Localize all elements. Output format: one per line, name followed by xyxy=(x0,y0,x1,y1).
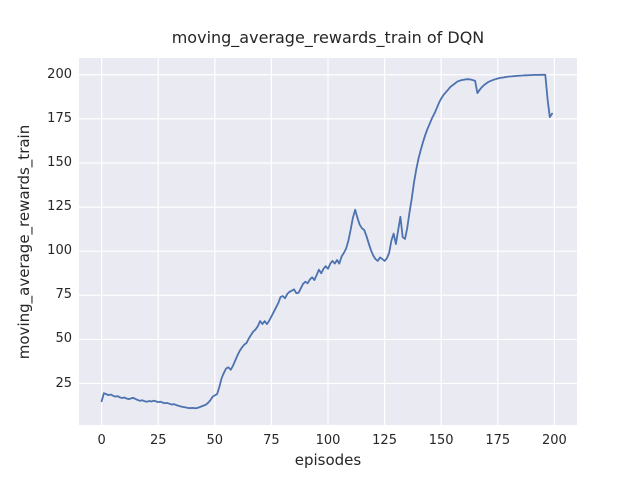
y-tick-label: 100 xyxy=(47,243,72,259)
x-tick-label: 0 xyxy=(97,433,106,448)
x-tick-label: 125 xyxy=(372,433,397,448)
x-axis-label: episodes xyxy=(294,451,362,469)
x-tick-label: 75 xyxy=(263,433,280,448)
y-tick-label: 75 xyxy=(55,287,72,303)
y-tick-label: 25 xyxy=(55,375,72,391)
y-tick-label: 175 xyxy=(47,110,72,126)
y-tick-label: 125 xyxy=(47,199,72,215)
y-tick-label: 200 xyxy=(47,66,72,82)
y-tick-label: 50 xyxy=(55,331,72,347)
x-tick-label: 50 xyxy=(206,433,224,448)
x-tick-label: 100 xyxy=(315,433,341,448)
data-line xyxy=(100,73,553,410)
x-tick-label: 175 xyxy=(485,433,511,448)
x-tick-label: 150 xyxy=(428,433,454,448)
chart-title: moving_average_rewards_train of DQN xyxy=(171,28,485,47)
x-tick-label: 25 xyxy=(149,433,167,448)
y-tick-label: 150 xyxy=(47,154,72,170)
x-tick-label: 200 xyxy=(541,433,567,448)
